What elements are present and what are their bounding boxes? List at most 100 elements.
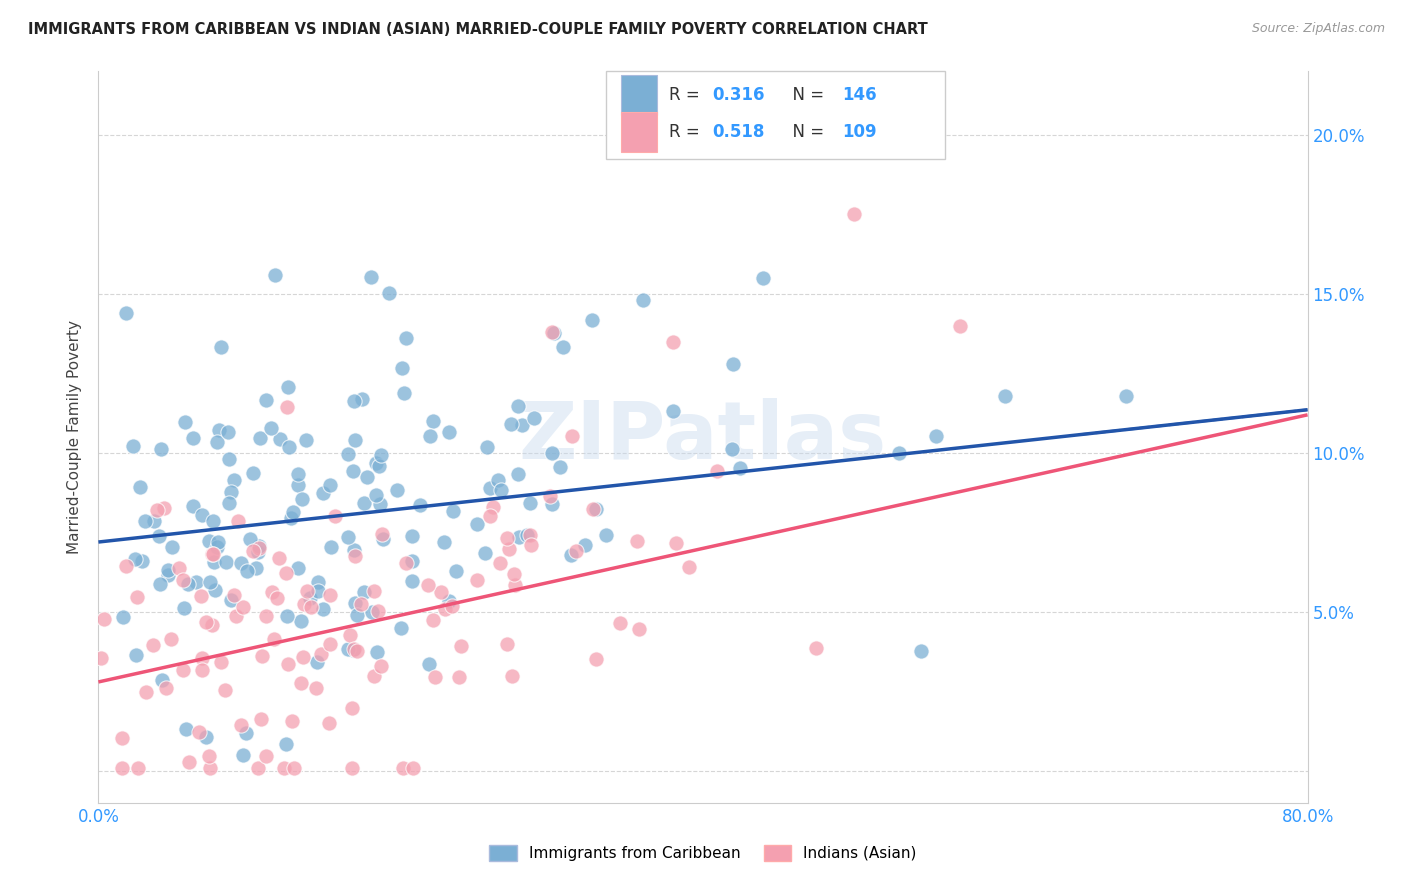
Point (501, 669, 523, 683)
Point (294, 433, 316, 447)
Point (342, 643, 364, 657)
Text: R =: R = (669, 123, 706, 141)
Point (627, 622, 650, 636)
Point (254, 748, 277, 763)
Point (540, 325, 562, 339)
Point (112, 610, 135, 624)
Point (247, 541, 270, 556)
Point (198, 575, 221, 590)
Point (214, 682, 236, 697)
Point (181, 431, 204, 445)
Point (273, 761, 295, 775)
Point (307, 575, 329, 590)
Point (371, 527, 394, 541)
Point (441, 504, 464, 518)
Text: N =: N = (782, 86, 830, 103)
Point (205, 540, 228, 554)
Point (153, 501, 176, 516)
Point (486, 473, 509, 487)
Point (565, 543, 588, 558)
Point (125, 590, 148, 604)
Point (479, 481, 502, 495)
Point (465, 516, 488, 531)
Point (844, 207, 866, 221)
Point (323, 508, 346, 523)
Point (678, 559, 700, 574)
Point (401, 554, 423, 568)
Point (752, 271, 775, 285)
Point (728, 460, 751, 475)
Point (516, 527, 538, 541)
Point (222, 588, 245, 602)
Point (201, 618, 224, 632)
Point (122, 439, 145, 453)
Point (370, 659, 392, 673)
Point (489, 556, 512, 570)
Point (232, 599, 254, 614)
Point (115, 306, 138, 320)
Point (551, 340, 574, 354)
Point (548, 459, 571, 474)
Point (392, 761, 415, 775)
Point (263, 632, 285, 647)
Point (422, 414, 444, 428)
Point (242, 466, 264, 480)
Point (264, 268, 287, 282)
Point (93, 612, 115, 626)
Point (447, 669, 470, 683)
Point (90, 650, 112, 665)
Point (363, 584, 385, 599)
Point (148, 529, 170, 543)
Point (312, 486, 335, 500)
Point (222, 473, 245, 487)
Point (236, 565, 259, 579)
Point (394, 331, 416, 345)
Point (295, 583, 318, 598)
Text: R =: R = (669, 86, 706, 103)
Point (401, 574, 423, 589)
Point (465, 573, 488, 587)
Point (291, 491, 314, 506)
Point (543, 326, 565, 341)
Point (162, 540, 184, 554)
Point (135, 685, 157, 699)
Point (402, 761, 425, 775)
Point (418, 577, 440, 591)
Point (281, 714, 304, 729)
Point (889, 446, 911, 460)
Point (340, 761, 363, 775)
Point (202, 555, 225, 569)
Point (128, 480, 150, 494)
Point (267, 550, 290, 565)
Point (378, 286, 401, 301)
Point (626, 534, 648, 549)
Point (419, 429, 441, 443)
Point (661, 334, 683, 349)
Point (157, 568, 180, 582)
Point (209, 655, 232, 669)
Point (437, 594, 460, 608)
Point (353, 584, 375, 599)
Point (195, 615, 218, 629)
Point (418, 657, 440, 671)
FancyBboxPatch shape (621, 75, 657, 115)
Point (366, 488, 388, 502)
Point (229, 718, 252, 732)
Text: IMMIGRANTS FROM CARIBBEAN VS INDIAN (ASIAN) MARRIED-COUPLE FAMILY POVERTY CORREL: IMMIGRANTS FROM CARIBBEAN VS INDIAN (ASI… (28, 22, 928, 37)
Point (209, 340, 232, 354)
Text: N =: N = (782, 123, 830, 141)
Point (520, 538, 543, 552)
Point (198, 749, 221, 764)
Point (595, 528, 617, 542)
Point (665, 536, 688, 550)
Point (337, 641, 360, 656)
Point (247, 545, 270, 559)
Text: 146: 146 (842, 86, 877, 103)
Point (422, 614, 444, 628)
Point (498, 541, 520, 556)
Point (283, 761, 305, 775)
Y-axis label: Married-Couple Family Poverty: Married-Couple Family Poverty (67, 320, 83, 554)
Point (274, 566, 297, 581)
Point (201, 514, 224, 528)
Point (254, 393, 277, 408)
